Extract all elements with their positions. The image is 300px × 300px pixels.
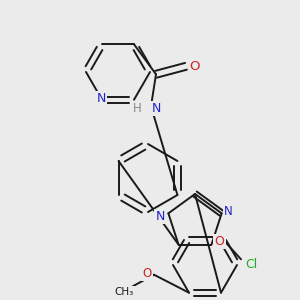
Text: Cl: Cl — [245, 258, 257, 271]
Text: O: O — [190, 60, 200, 73]
Text: H: H — [133, 102, 141, 115]
Text: O: O — [142, 267, 152, 280]
Text: N: N — [151, 102, 161, 115]
Text: N: N — [224, 205, 233, 218]
Text: N: N — [156, 210, 165, 223]
Text: N: N — [96, 92, 106, 105]
Text: O: O — [214, 235, 224, 248]
Text: CH₃: CH₃ — [114, 287, 134, 297]
